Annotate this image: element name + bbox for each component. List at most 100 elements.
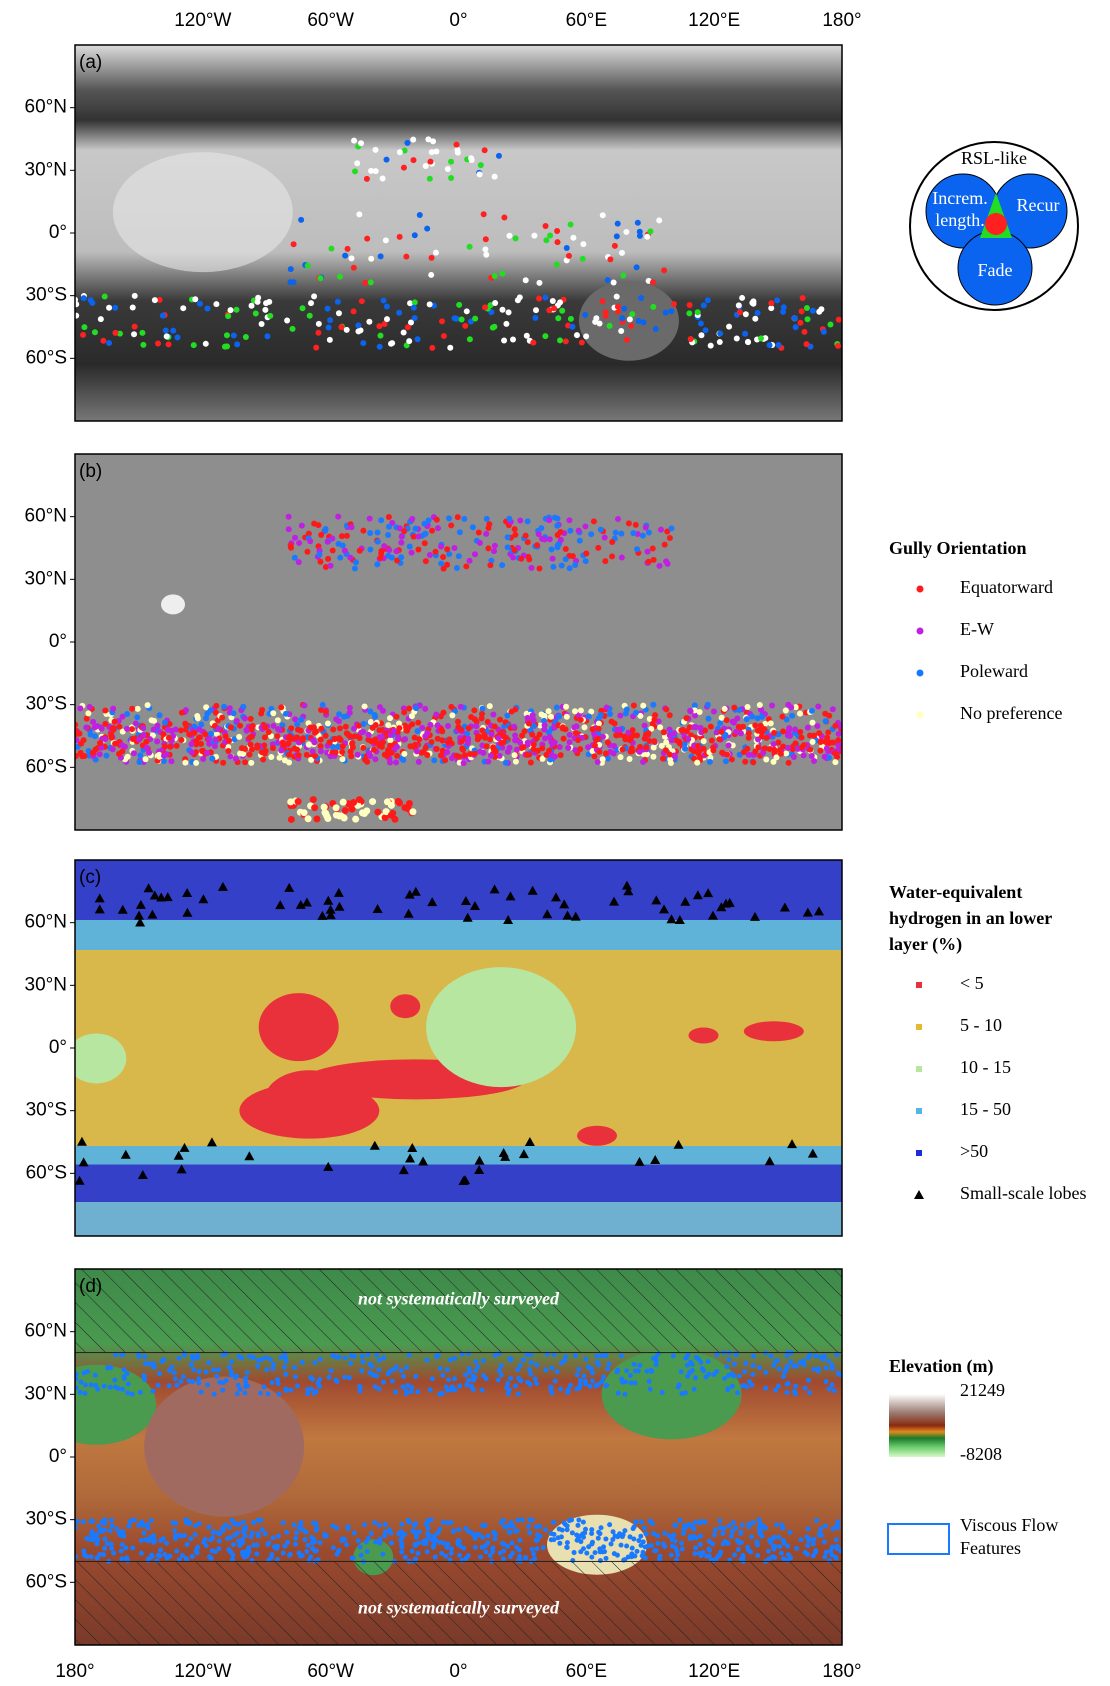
site-dot: [510, 554, 516, 560]
site-dot: [374, 1353, 379, 1358]
site-dot: [164, 333, 170, 339]
site-dot: [458, 738, 464, 744]
site-dot: [690, 1362, 695, 1367]
legend-title: hydrogen in an lower: [889, 908, 1052, 928]
site-dot: [519, 733, 525, 739]
site-dot: [493, 1532, 498, 1537]
site-dot: [562, 1358, 567, 1363]
site-dot: [455, 719, 461, 725]
site-dot: [701, 738, 707, 744]
site-dot: [182, 721, 188, 727]
site-dot: [423, 531, 429, 537]
site-dot: [669, 737, 675, 743]
site-dot: [830, 1545, 835, 1550]
site-dot: [256, 1517, 261, 1522]
site-dot: [426, 517, 432, 523]
site-dot: [256, 1532, 261, 1537]
site-dot: [747, 1524, 752, 1529]
site-dot: [298, 717, 304, 723]
site-dot: [762, 745, 768, 751]
site-dot: [436, 1353, 441, 1358]
site-dot: [88, 732, 94, 738]
site-dot: [429, 255, 435, 261]
site-dot: [227, 753, 233, 759]
site-dot: [394, 753, 400, 759]
site-dot: [826, 1359, 831, 1364]
site-dot: [688, 336, 694, 342]
site-dot: [203, 715, 209, 721]
site-dot: [576, 528, 582, 534]
site-dot: [288, 266, 294, 272]
site-dot: [406, 338, 412, 344]
site-dot: [556, 1535, 561, 1540]
site-dot: [491, 324, 497, 330]
site-dot: [168, 758, 174, 764]
site-dot: [787, 1530, 792, 1535]
site-dot: [253, 310, 259, 316]
site-dot: [698, 1534, 703, 1539]
site-dot: [485, 545, 491, 551]
site-dot: [634, 732, 640, 738]
site-dot: [805, 1543, 810, 1548]
site-dot: [427, 176, 433, 182]
site-dot: [733, 729, 739, 735]
site-dot: [466, 1378, 471, 1383]
site-dot: [632, 1362, 637, 1367]
site-dot: [603, 313, 609, 319]
site-dot: [822, 1554, 827, 1559]
site-dot: [751, 1363, 756, 1368]
site-dot: [366, 750, 372, 756]
lon-label: 180°: [822, 1661, 861, 1682]
lat-label: 0°: [49, 1037, 67, 1058]
site-dot: [369, 798, 376, 805]
site-dot: [409, 550, 415, 556]
site-dot: [480, 1545, 485, 1550]
legend-title: Elevation (m): [889, 1356, 993, 1377]
site-dot: [682, 1523, 687, 1528]
site-dot: [513, 235, 519, 241]
site-dot: [477, 171, 483, 177]
panel-label: (c): [79, 867, 101, 888]
site-dot: [457, 529, 463, 535]
site-dot: [76, 731, 82, 737]
site-dot: [242, 1391, 247, 1396]
site-dot: [384, 316, 390, 322]
site-dot: [768, 1353, 773, 1358]
site-dot: [693, 724, 699, 730]
site-dot: [751, 1354, 756, 1359]
site-dot: [164, 751, 170, 757]
site-dot: [718, 729, 724, 735]
site-dot: [247, 752, 253, 758]
site-dot: [313, 1360, 318, 1365]
site-dot: [821, 1357, 826, 1362]
site-dot: [712, 1372, 717, 1377]
site-dot: [490, 1549, 495, 1554]
site-dot: [299, 1520, 304, 1525]
site-dot: [577, 746, 583, 752]
site-dot: [524, 752, 530, 758]
site-dot: [122, 1376, 127, 1381]
site-dot: [737, 309, 743, 315]
site-dot: [485, 1540, 490, 1545]
site-dot: [395, 798, 402, 805]
site-dot: [112, 330, 118, 336]
site-dot: [97, 751, 103, 757]
lat-label: 30°S: [26, 694, 67, 715]
site-dot: [311, 1520, 316, 1525]
site-dot: [483, 252, 489, 258]
site-dot: [151, 1540, 156, 1545]
site-dot: [400, 757, 406, 763]
legend-swatch: [916, 1150, 922, 1156]
site-dot: [484, 1376, 489, 1381]
venn-title: RSL-like: [961, 148, 1027, 168]
site-dot: [553, 1379, 558, 1384]
site-dot: [564, 1545, 569, 1550]
site-dot: [439, 728, 445, 734]
site-dot: [150, 1553, 155, 1558]
site-dot: [362, 1522, 367, 1527]
site-dot: [482, 147, 488, 153]
site-dot: [776, 1384, 781, 1389]
site-dot: [806, 1378, 811, 1383]
site-dot: [777, 1366, 782, 1371]
site-dot: [360, 745, 366, 751]
